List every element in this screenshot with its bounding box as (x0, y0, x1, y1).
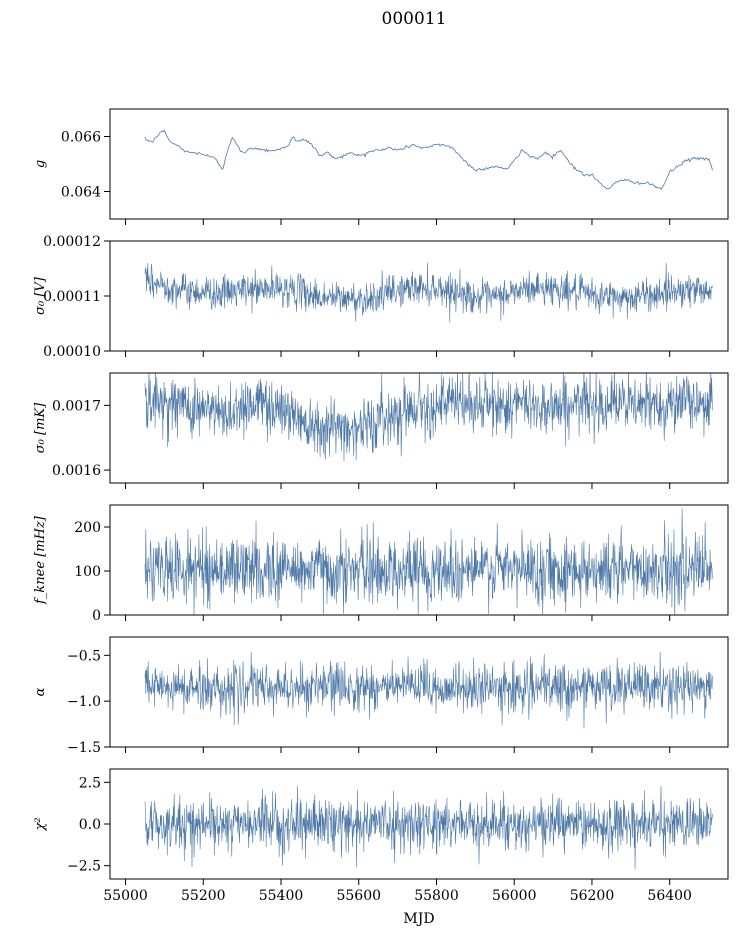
y-axis-label: f_knee [mHz] (33, 515, 48, 605)
figure-title: 000011 (382, 9, 447, 29)
x-axis-label: MJD (403, 911, 434, 927)
y-axis-label: σ₀ [V] (33, 276, 48, 315)
y-tick-label: 0.00012 (43, 234, 101, 250)
x-tick-label: 55800 (414, 888, 459, 904)
x-tick-label: 56400 (647, 888, 692, 904)
panel-5: −2.5 0.0 2.5 55000 55200 55400 55600 55800 56000… (33, 768, 729, 904)
y-tick-label: 0.0017 (52, 398, 101, 414)
y-tick-label: 0.0016 (52, 463, 101, 479)
plot-frame (109, 636, 729, 748)
y-tick-label: −2.5 (67, 859, 101, 875)
y-tick-label: 100 (74, 564, 101, 580)
panel-0: 0.064 0.066 g (33, 108, 729, 225)
series-line-0 (144, 508, 713, 615)
series-line-0 (144, 652, 713, 729)
x-tick-label: 55000 (103, 888, 148, 904)
plot-frame (109, 108, 729, 220)
x-tick-label: 56000 (492, 888, 537, 904)
series-line-0 (144, 262, 713, 323)
series-line-0 (144, 785, 713, 870)
y-tick-label: −1.0 (67, 694, 101, 710)
panel-4: −1.5 −1.0 −0.5 α (33, 636, 729, 756)
y-tick-label: −0.5 (67, 648, 101, 664)
y-tick-label: 0.0 (79, 817, 101, 833)
y-tick-label: 0.064 (61, 185, 101, 201)
x-tick-label: 55400 (259, 888, 304, 904)
y-axis-label: α (33, 687, 48, 696)
x-tick-label: 56200 (570, 888, 615, 904)
y-axis-label: χ² (33, 817, 48, 831)
panel-2: 0.0016 0.0017 σ₀ [mK] (33, 372, 729, 489)
x-tick-label: 55200 (181, 888, 226, 904)
y-tick-label: 0.00011 (43, 289, 101, 305)
y-tick-label: 200 (74, 520, 101, 536)
y-tick-label: 2.5 (79, 775, 101, 791)
series-line-0 (144, 373, 713, 462)
series-line-0 (144, 129, 713, 190)
y-axis-label: σ₀ [mK] (33, 402, 48, 453)
plot-frame (109, 372, 729, 484)
y-tick-label: 0.00010 (43, 344, 101, 360)
x-tick-label: 55600 (336, 888, 381, 904)
y-tick-label: 0 (92, 608, 101, 624)
plot-frame (109, 504, 729, 616)
y-tick-label: −1.5 (67, 740, 101, 756)
panel-3: 0 100 200 f_knee [mHz] (33, 504, 729, 624)
y-axis-label: g (33, 160, 48, 168)
y-tick-label: 0.066 (61, 130, 101, 146)
panel-1: 0.00010 0.00011 0.00012 σ₀ [V] (33, 234, 729, 360)
